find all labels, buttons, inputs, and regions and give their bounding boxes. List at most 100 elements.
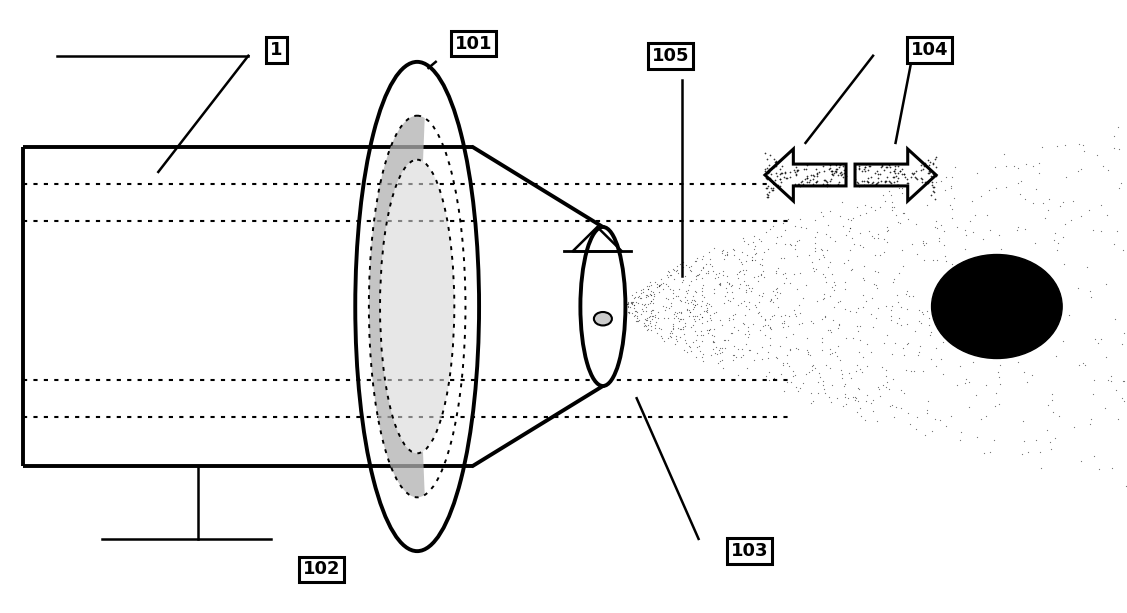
Point — [811, 207, 829, 217]
Point — [919, 405, 937, 415]
Point — [816, 389, 834, 398]
Point — [921, 167, 939, 177]
Point — [646, 312, 664, 322]
Point — [764, 183, 782, 193]
Point — [746, 300, 764, 310]
Point — [656, 305, 674, 315]
Point — [744, 319, 762, 329]
Point — [708, 349, 726, 359]
Point — [926, 162, 944, 172]
Polygon shape — [369, 116, 425, 497]
Point — [866, 265, 884, 275]
Point — [967, 390, 985, 400]
Point — [802, 257, 820, 267]
Point — [719, 335, 737, 345]
Point — [1102, 371, 1120, 381]
Point — [671, 295, 689, 305]
Point — [704, 287, 722, 297]
Point — [642, 291, 660, 300]
Point — [977, 411, 995, 421]
Point — [948, 222, 966, 232]
Point — [787, 244, 805, 254]
Point — [916, 177, 934, 187]
Point — [912, 318, 930, 328]
Point — [915, 161, 933, 170]
Point — [871, 391, 889, 401]
Point — [895, 169, 913, 179]
Point — [660, 267, 678, 277]
Point — [857, 296, 875, 306]
Point — [625, 292, 644, 302]
Point — [815, 252, 833, 262]
Point — [798, 177, 816, 187]
Point — [884, 172, 902, 181]
Point — [695, 306, 713, 316]
Point — [692, 265, 710, 275]
Point — [623, 308, 641, 318]
Point — [747, 302, 765, 312]
Point — [621, 302, 639, 312]
Point — [855, 162, 873, 172]
Point — [992, 244, 1010, 254]
Point — [654, 301, 672, 311]
Point — [808, 169, 826, 178]
Point — [683, 295, 701, 305]
Point — [1015, 194, 1033, 204]
Point — [766, 158, 784, 168]
Point — [771, 174, 789, 184]
Point — [727, 309, 745, 319]
Point — [920, 313, 938, 323]
Point — [937, 172, 955, 182]
Point — [737, 339, 755, 349]
Point — [863, 293, 881, 303]
Point — [851, 335, 869, 345]
Point — [729, 300, 747, 310]
Point — [729, 344, 747, 354]
Point — [766, 156, 784, 166]
Point — [806, 238, 824, 248]
Point — [739, 322, 757, 332]
Point — [722, 329, 740, 338]
Point — [650, 280, 668, 290]
Point — [920, 321, 938, 330]
Point — [897, 174, 915, 184]
Point — [804, 179, 822, 189]
Point — [757, 173, 775, 183]
Point — [1084, 225, 1102, 235]
Point — [638, 316, 656, 326]
Point — [681, 306, 699, 316]
Point — [846, 164, 864, 174]
Point — [831, 355, 849, 365]
Point — [861, 180, 879, 190]
Point — [671, 324, 689, 333]
Point — [774, 358, 792, 368]
Point — [814, 180, 832, 189]
Point — [702, 316, 720, 326]
Point — [724, 287, 742, 297]
Point — [899, 338, 917, 348]
Point — [1032, 142, 1050, 152]
Point — [715, 363, 733, 373]
Point — [804, 264, 822, 273]
Point — [761, 295, 779, 305]
Point — [704, 337, 722, 347]
Point — [648, 328, 666, 338]
Point — [641, 316, 659, 326]
Point — [767, 354, 786, 364]
Point — [1072, 211, 1090, 221]
Point — [789, 345, 807, 354]
Point — [787, 167, 805, 177]
Point — [673, 307, 691, 317]
Point — [806, 246, 824, 256]
Point — [842, 215, 860, 225]
Point — [728, 273, 746, 283]
Point — [848, 394, 866, 403]
Point — [863, 178, 881, 188]
Point — [715, 245, 733, 254]
Point — [813, 314, 831, 324]
Point — [935, 227, 953, 237]
Point — [717, 283, 735, 293]
Point — [746, 249, 764, 259]
Point — [862, 180, 880, 190]
Point — [659, 272, 677, 282]
